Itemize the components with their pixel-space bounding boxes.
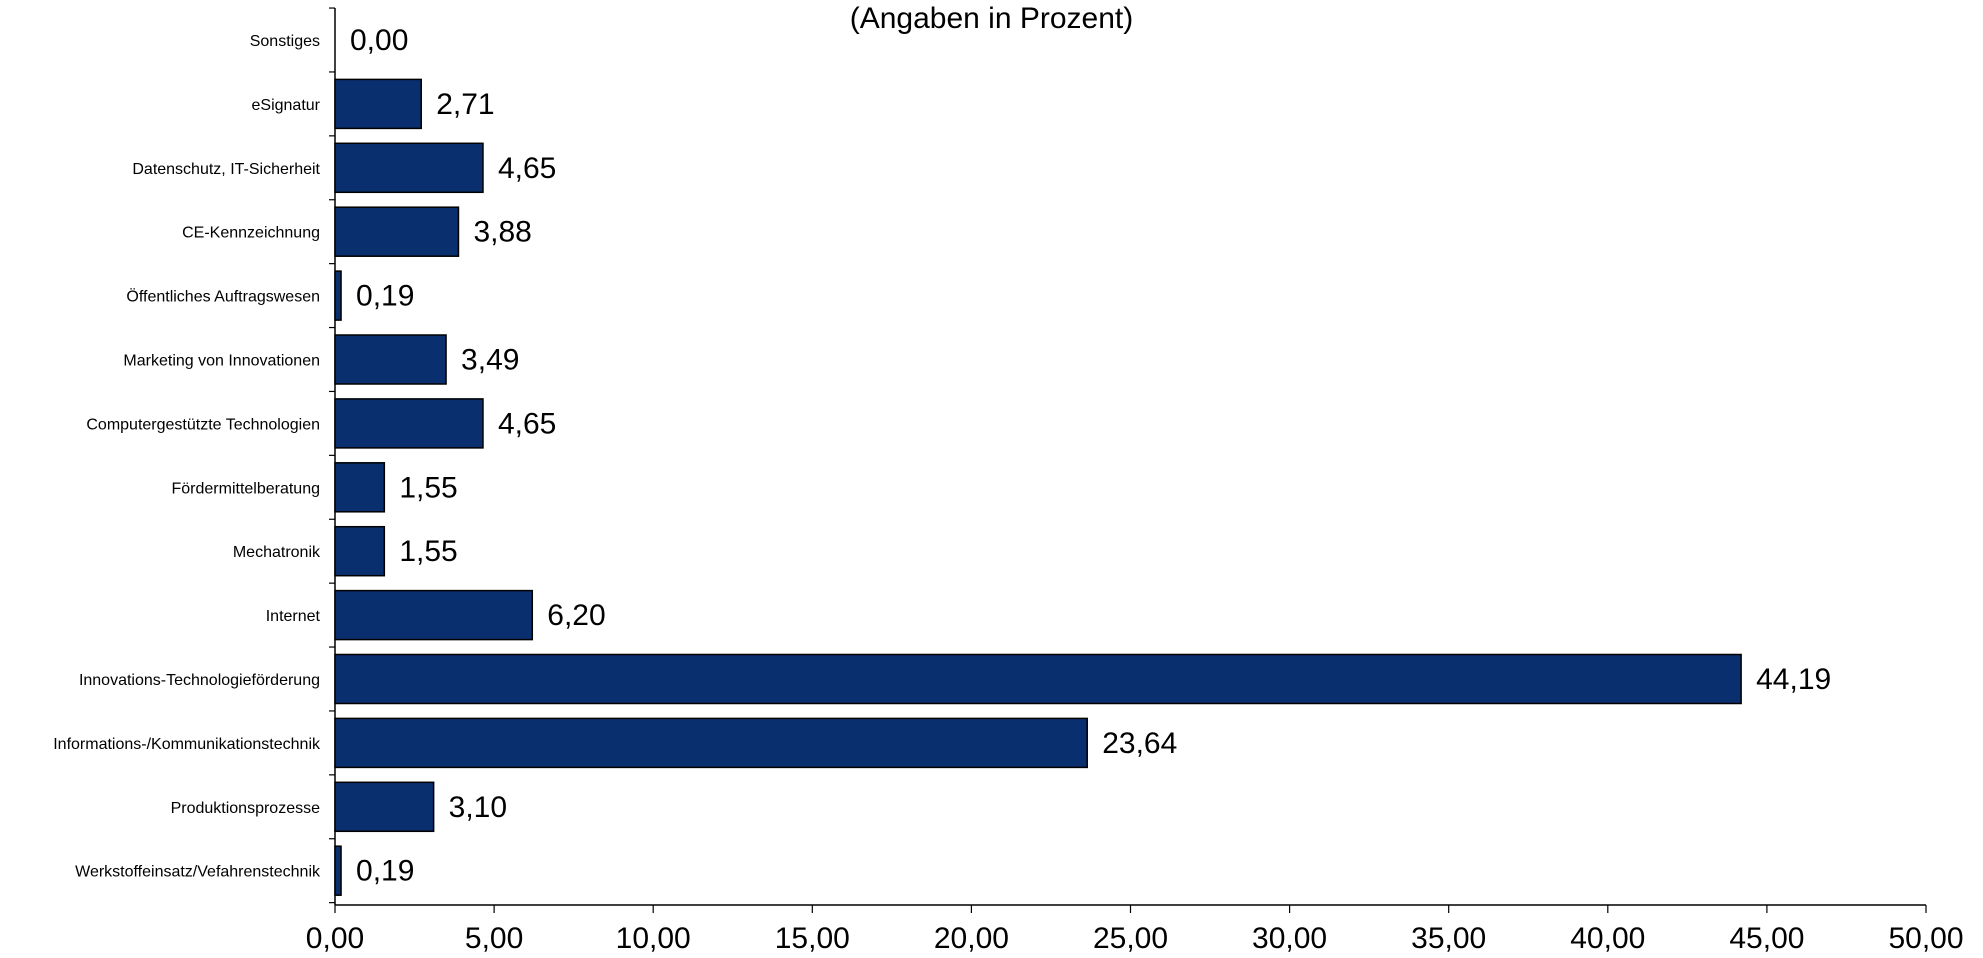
data-label: 4,65 xyxy=(498,407,556,440)
category-label: Marketing von Innovationen xyxy=(123,353,320,370)
bar xyxy=(334,206,460,257)
bar xyxy=(334,781,435,833)
chart-subtitle: (Angaben in Prozent) xyxy=(849,2,1134,35)
bar xyxy=(334,525,386,577)
category-label: Innovations-Technologieförderung xyxy=(79,672,320,689)
bar xyxy=(334,717,1088,769)
data-label: 1,55 xyxy=(399,535,457,568)
data-label: 0,19 xyxy=(356,280,414,313)
data-label: 3,10 xyxy=(449,791,507,824)
category-label: Computergestützte Technologien xyxy=(86,416,320,433)
category-label: Öffentliches Auftragswesen xyxy=(126,288,320,306)
x-tick-label: 45,00 xyxy=(1729,922,1804,953)
x-tick-label: 0,00 xyxy=(306,922,364,953)
x-tick-label: 20,00 xyxy=(934,922,1009,953)
data-label: 2,71 xyxy=(436,88,494,121)
bar xyxy=(334,398,484,449)
category-label: Internet xyxy=(266,608,321,625)
category-label: eSignatur xyxy=(252,97,321,114)
x-tick-label: 30,00 xyxy=(1252,922,1327,953)
bar xyxy=(334,270,342,321)
category-label: Mechatronik xyxy=(233,544,321,561)
category-label: Produktionsprozesse xyxy=(171,800,321,817)
category-label: Fördermittelberatung xyxy=(171,480,320,497)
bar xyxy=(334,589,534,641)
data-label: 0,19 xyxy=(356,855,414,888)
data-label: 6,20 xyxy=(547,599,605,632)
category-label: Sonstiges xyxy=(250,33,320,50)
data-label: 44,19 xyxy=(1756,663,1831,696)
x-tick-label: 10,00 xyxy=(616,922,691,953)
category-label: Datenschutz, IT-Sicherheit xyxy=(132,161,320,178)
bar xyxy=(334,845,342,896)
bar xyxy=(334,653,1742,705)
data-label: 3,88 xyxy=(473,216,531,249)
category-label: Informations-/Kommunikationstechnik xyxy=(53,736,321,753)
data-label: 1,55 xyxy=(399,471,457,504)
x-tick-label: 35,00 xyxy=(1411,922,1486,953)
x-tick-label: 15,00 xyxy=(775,922,850,953)
data-label: 0,00 xyxy=(350,24,408,57)
category-label: CE-Kennzeichnung xyxy=(182,225,320,242)
bar xyxy=(334,142,484,194)
data-label: 3,49 xyxy=(461,344,519,377)
bar xyxy=(334,78,422,130)
x-tick-label: 25,00 xyxy=(1093,922,1168,953)
bar xyxy=(334,334,447,385)
data-label: 4,65 xyxy=(498,152,556,185)
bar xyxy=(334,462,386,513)
category-label: Werkstoffeinsatz/Vefahrenstechnik xyxy=(75,864,321,881)
x-tick-label: 40,00 xyxy=(1570,922,1645,953)
x-tick-label: 5,00 xyxy=(465,922,523,953)
x-tick-label: 50,00 xyxy=(1888,922,1963,953)
data-label: 23,64 xyxy=(1102,727,1177,760)
